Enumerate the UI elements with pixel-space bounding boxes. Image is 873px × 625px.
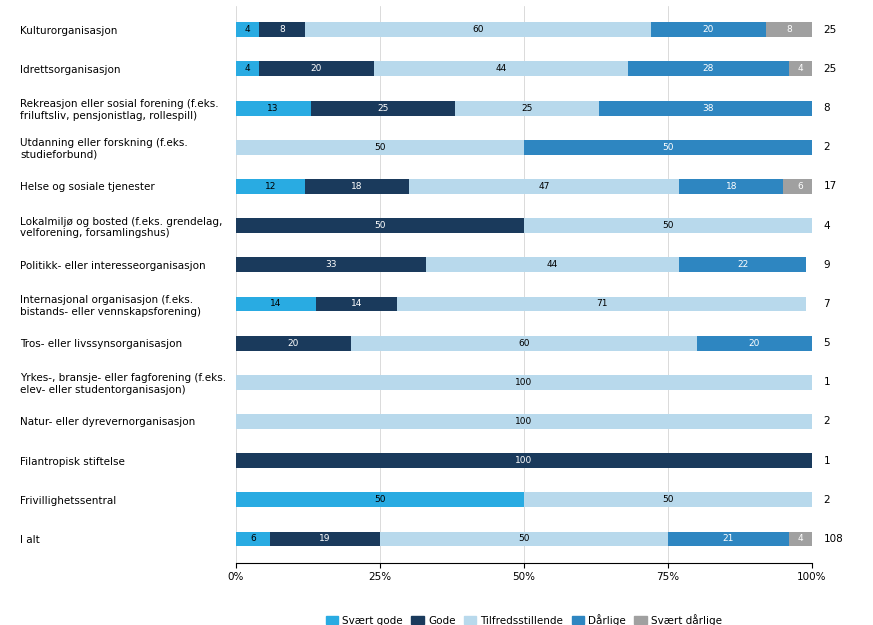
Text: 4: 4 [244,64,250,73]
Text: 14: 14 [351,299,362,309]
Text: 7: 7 [823,299,830,309]
Text: 20: 20 [287,339,299,348]
Text: 6: 6 [798,182,803,191]
Text: 25: 25 [823,64,836,74]
Text: 2: 2 [823,416,830,426]
Text: 44: 44 [547,260,558,269]
Bar [236,258,426,272]
Bar [524,218,812,233]
Bar [668,531,789,546]
Bar [305,22,650,38]
Bar [311,101,455,116]
Text: 4: 4 [823,221,830,231]
Bar [236,375,812,390]
Bar [374,61,628,76]
Bar [409,179,679,194]
Legend: Svært gode, Gode, Tilfredsstillende, Dårlige, Svært dårlige: Svært gode, Gode, Tilfredsstillende, Dår… [321,609,726,625]
Bar [236,22,258,38]
Text: 18: 18 [351,182,362,191]
Text: 25: 25 [377,104,388,112]
Text: 50: 50 [518,534,530,544]
Bar [236,218,524,233]
Bar [351,336,697,351]
Bar [236,179,305,194]
Text: 2: 2 [823,142,830,152]
Text: 50: 50 [374,221,386,230]
Text: 50: 50 [662,221,674,230]
Text: 14: 14 [271,299,282,309]
Text: 12: 12 [265,182,276,191]
Bar [697,336,812,351]
Bar [236,336,351,351]
Bar [236,453,812,468]
Bar [679,258,806,272]
Text: 1: 1 [823,456,830,466]
Bar [236,140,524,155]
Text: 8: 8 [823,103,830,113]
Text: 1: 1 [823,378,830,388]
Text: 44: 44 [495,64,506,73]
Bar [397,296,806,311]
Bar [236,296,316,311]
Text: 8: 8 [786,25,792,34]
Bar [380,531,668,546]
Text: 60: 60 [472,25,484,34]
Bar [524,140,812,155]
Bar [236,414,812,429]
Text: 5: 5 [823,338,830,348]
Bar [679,179,783,194]
Text: 22: 22 [737,260,748,269]
Text: 50: 50 [662,496,674,504]
Text: 25: 25 [823,25,836,35]
Text: 6: 6 [251,534,256,544]
Bar [236,531,271,546]
Text: 17: 17 [823,181,836,191]
Bar [258,61,374,76]
Bar [766,22,812,38]
Bar [258,22,305,38]
Bar [236,101,311,116]
Text: 20: 20 [703,25,714,34]
Bar [305,179,409,194]
Text: 4: 4 [798,534,803,544]
Bar [783,179,818,194]
Text: 25: 25 [521,104,533,112]
Text: 50: 50 [374,142,386,152]
Text: 13: 13 [267,104,278,112]
Text: 2: 2 [823,495,830,505]
Text: 4: 4 [798,64,803,73]
Text: 20: 20 [748,339,760,348]
Text: 100: 100 [515,378,533,387]
Text: 100: 100 [515,456,533,465]
Text: 100: 100 [515,417,533,426]
Text: 38: 38 [703,104,714,112]
Text: 4: 4 [244,25,250,34]
Bar [524,492,812,508]
Text: 108: 108 [823,534,843,544]
Bar [236,61,258,76]
Bar [789,61,812,76]
Text: 19: 19 [320,534,331,544]
Bar [316,296,397,311]
Text: 50: 50 [662,142,674,152]
Bar [599,101,818,116]
Text: 47: 47 [539,182,550,191]
Text: 71: 71 [596,299,608,309]
Text: 33: 33 [325,260,336,269]
Bar [271,531,380,546]
Bar [650,22,766,38]
Text: 60: 60 [518,339,530,348]
Text: 21: 21 [723,534,734,544]
Text: 18: 18 [725,182,737,191]
Bar [455,101,599,116]
Text: 20: 20 [311,64,322,73]
Text: 8: 8 [279,25,285,34]
Bar [628,61,789,76]
Bar [789,531,812,546]
Bar [236,492,524,508]
Text: 28: 28 [703,64,714,73]
Text: 9: 9 [823,260,830,270]
Bar [426,258,679,272]
Text: 50: 50 [374,496,386,504]
